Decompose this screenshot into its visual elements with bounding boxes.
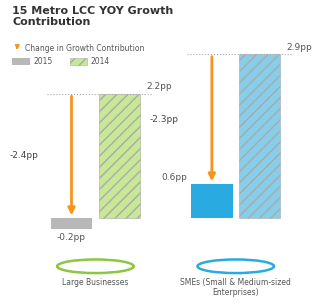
Bar (99, 94, 140, 218)
Text: -0.2pp: -0.2pp (57, 233, 86, 242)
Text: 2.2pp: 2.2pp (146, 82, 172, 91)
Text: SMEs (Small & Medium-sized
Enterprises): SMEs (Small & Medium-sized Enterprises) (180, 278, 291, 297)
Text: 2015: 2015 (33, 57, 52, 66)
Text: 0.6pp: 0.6pp (161, 173, 187, 182)
Bar (70, 58, 88, 65)
Bar (51, 218, 92, 230)
Text: Large Businesses: Large Businesses (62, 278, 129, 287)
Text: 15 Metro LCC YOY Growth
Contribution: 15 Metro LCC YOY Growth Contribution (12, 6, 174, 27)
Text: 2.9pp: 2.9pp (287, 43, 312, 52)
Bar (12, 58, 30, 65)
Text: Change in Growth Contribution: Change in Growth Contribution (25, 44, 145, 53)
Text: -2.3pp: -2.3pp (150, 114, 179, 124)
Text: -2.4pp: -2.4pp (10, 151, 38, 160)
Bar (239, 54, 280, 218)
Bar (191, 184, 233, 218)
Text: 2014: 2014 (91, 57, 110, 66)
